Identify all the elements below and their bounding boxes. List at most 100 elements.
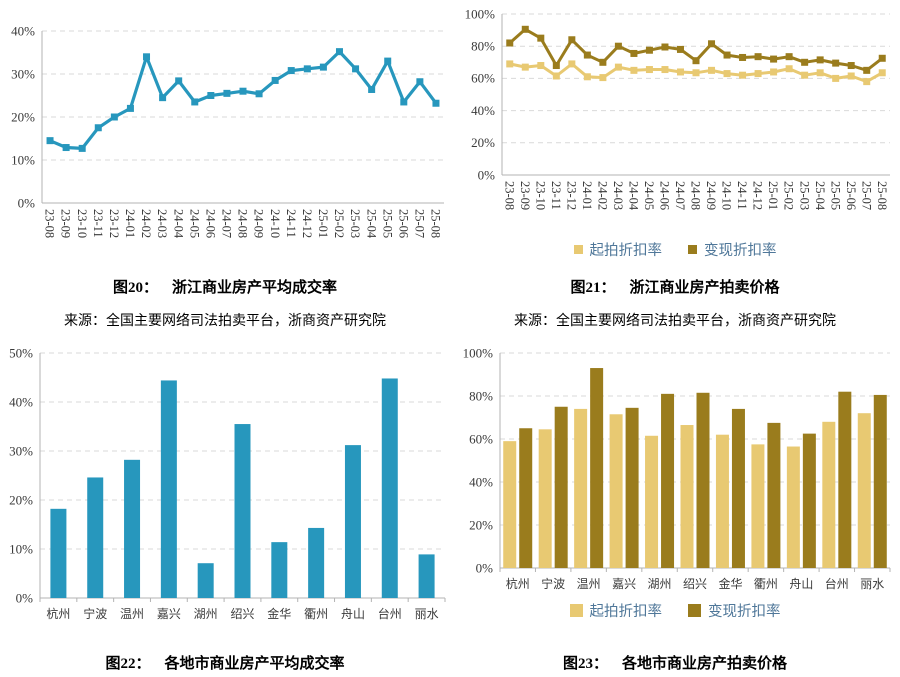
gridlines <box>42 30 444 161</box>
svg-text:20%: 20% <box>9 492 33 507</box>
fig23-panel: 0% 20% 40% 60% 80% 100% 杭州 宁波 温州 嘉兴 湖州 绍兴 金华 衢州 舟山 台州 丽水… <box>450 340 900 677</box>
svg-text:23-08: 23-08 <box>43 209 57 238</box>
x-axis-labels: 杭州 宁波 温州 嘉兴 湖州 绍兴 金华 衢州 舟山 台州 丽水 <box>46 606 438 621</box>
fig21-panel: 0% 20% 40% 60% 80% 100% 23-08 23-09 23-10 23-11 23… <box>450 0 900 340</box>
fig23-caption-title: 各地市商业房产拍卖价格 <box>622 656 788 672</box>
svg-text:宁波: 宁波 <box>83 606 107 621</box>
svg-text:台州: 台州 <box>378 606 402 621</box>
svg-text:24-10: 24-10 <box>268 209 282 238</box>
svg-text:湖州: 湖州 <box>194 606 218 621</box>
legend-item-qipai: 起拍折扣率 <box>573 239 663 260</box>
series-0 <box>503 408 871 568</box>
svg-text:温州: 温州 <box>577 577 601 591</box>
series-1 <box>506 25 886 74</box>
svg-text:40%: 40% <box>469 474 493 489</box>
svg-text:100%: 100% <box>465 6 496 21</box>
legend-item-bianxian: 变现折扣率 <box>688 239 777 260</box>
fig23-caption-label: 图23： <box>562 656 608 672</box>
svg-text:25-01: 25-01 <box>316 209 330 238</box>
fig23-bar-chart: 0% 20% 40% 60% 80% 100% 杭州 宁波 温州 嘉兴 湖州 绍兴 金华 衢州 舟山 台州 丽水 <box>463 345 891 591</box>
svg-text:25-08: 25-08 <box>875 181 889 210</box>
legend-label-bianxian: 变现折扣率 <box>708 603 781 620</box>
svg-text:23-10: 23-10 <box>533 181 547 210</box>
svg-text:30%: 30% <box>11 66 35 81</box>
legend-item-bianxian: 变现折扣率 <box>688 600 781 621</box>
svg-text:25-04: 25-04 <box>364 209 378 239</box>
svg-text:23-09: 23-09 <box>518 181 532 210</box>
y-axis-tick-labels: 0% 10% 20% 30% 40% 50% <box>9 345 33 605</box>
fig21-caption: 图21： 浙江商业房产拍卖价格 <box>450 276 900 297</box>
svg-text:50%: 50% <box>9 345 33 360</box>
y-axis-tick-labels: 0% 10% 20% 30% 40% <box>11 23 35 210</box>
legend-swatch-bianxian-icon <box>688 603 701 617</box>
svg-text:80%: 80% <box>471 38 495 53</box>
svg-text:金华: 金华 <box>267 606 291 621</box>
svg-text:25-07: 25-07 <box>413 209 427 238</box>
fig22-caption: 图22： 各地市商业房产平均成交率 <box>0 652 450 673</box>
svg-text:25-05: 25-05 <box>828 181 842 210</box>
x-axis-labels: 23-08 23-09 23-10 23-11 23-12 24-01 24-02 24-03… <box>502 181 888 211</box>
svg-text:绍兴: 绍兴 <box>230 607 254 621</box>
svg-text:10%: 10% <box>11 152 35 167</box>
svg-text:金华: 金华 <box>718 576 742 591</box>
svg-text:23-12: 23-12 <box>107 209 121 238</box>
svg-text:23-08: 23-08 <box>502 181 516 210</box>
svg-text:25-02: 25-02 <box>332 209 346 238</box>
svg-text:杭州: 杭州 <box>506 576 530 591</box>
svg-text:25-03: 25-03 <box>797 181 811 210</box>
svg-text:杭州: 杭州 <box>46 606 70 621</box>
svg-text:20%: 20% <box>11 109 35 124</box>
series-0 <box>50 378 435 598</box>
svg-text:24-05: 24-05 <box>642 181 656 210</box>
x-axis-labels: 杭州 宁波 温州 嘉兴 湖州 绍兴 金华 衢州 舟山 台州 丽水 <box>506 576 885 591</box>
svg-text:30%: 30% <box>9 443 33 458</box>
svg-text:0%: 0% <box>476 560 494 575</box>
svg-text:24-01: 24-01 <box>580 181 594 210</box>
svg-text:24-09: 24-09 <box>252 209 266 238</box>
svg-text:24-02: 24-02 <box>596 181 610 210</box>
fig22-caption-title: 各地市商业房产平均成交率 <box>164 656 345 672</box>
svg-text:24-11: 24-11 <box>735 181 749 210</box>
series-0 <box>46 48 440 152</box>
svg-text:台州: 台州 <box>825 576 849 591</box>
svg-text:23-11: 23-11 <box>91 209 105 238</box>
svg-text:24-06: 24-06 <box>203 209 217 238</box>
svg-text:25-06: 25-06 <box>396 209 410 238</box>
svg-text:25-03: 25-03 <box>348 209 362 238</box>
svg-text:24-02: 24-02 <box>139 209 153 238</box>
svg-text:24-03: 24-03 <box>155 209 169 238</box>
fig21-caption-label: 图21： <box>570 280 616 296</box>
x-axis-labels: 23-08 23-09 23-10 23-11 23-12 24-01 24-02 24-03… <box>43 209 443 239</box>
fig21-legend: 起拍折扣率 变现折扣率 <box>450 238 900 260</box>
svg-text:24-04: 24-04 <box>627 181 641 211</box>
svg-text:23-10: 23-10 <box>75 209 89 238</box>
svg-text:24-08: 24-08 <box>236 209 250 238</box>
svg-text:25-07: 25-07 <box>859 181 873 210</box>
svg-text:嘉兴: 嘉兴 <box>157 607 181 621</box>
svg-text:嘉兴: 嘉兴 <box>612 577 636 591</box>
svg-text:25-04: 25-04 <box>813 181 827 211</box>
svg-text:25-06: 25-06 <box>844 181 858 210</box>
svg-text:24-09: 24-09 <box>704 181 718 210</box>
svg-text:24-01: 24-01 <box>123 209 137 238</box>
svg-text:24-12: 24-12 <box>300 209 314 238</box>
svg-text:丽水: 丽水 <box>860 577 884 591</box>
svg-text:23-09: 23-09 <box>59 209 73 238</box>
svg-text:衢州: 衢州 <box>754 577 778 591</box>
svg-text:衢州: 衢州 <box>304 607 328 621</box>
fig20-caption: 图20： 浙江商业房产平均成交率 <box>0 276 450 297</box>
fig21-line-chart: 0% 20% 40% 60% 80% 100% 23-08 23-09 23-10 23-11 23… <box>465 6 890 211</box>
axes <box>501 14 890 176</box>
svg-text:温州: 温州 <box>120 607 144 621</box>
legend-label-qipai: 起拍折扣率 <box>589 242 663 259</box>
fig22-caption-label: 图22： <box>105 656 151 672</box>
series-1 <box>519 368 887 568</box>
fig20-source: 来源：全国主要网络司法拍卖平台，浙商资产研究院 <box>64 314 386 329</box>
fig20-caption-title: 浙江商业房产平均成交率 <box>172 280 338 296</box>
legend-label-qipai: 起拍折扣率 <box>589 603 663 620</box>
svg-text:0%: 0% <box>16 590 34 605</box>
svg-text:0%: 0% <box>18 195 36 210</box>
svg-text:23-12: 23-12 <box>564 181 578 210</box>
svg-text:40%: 40% <box>471 103 495 118</box>
